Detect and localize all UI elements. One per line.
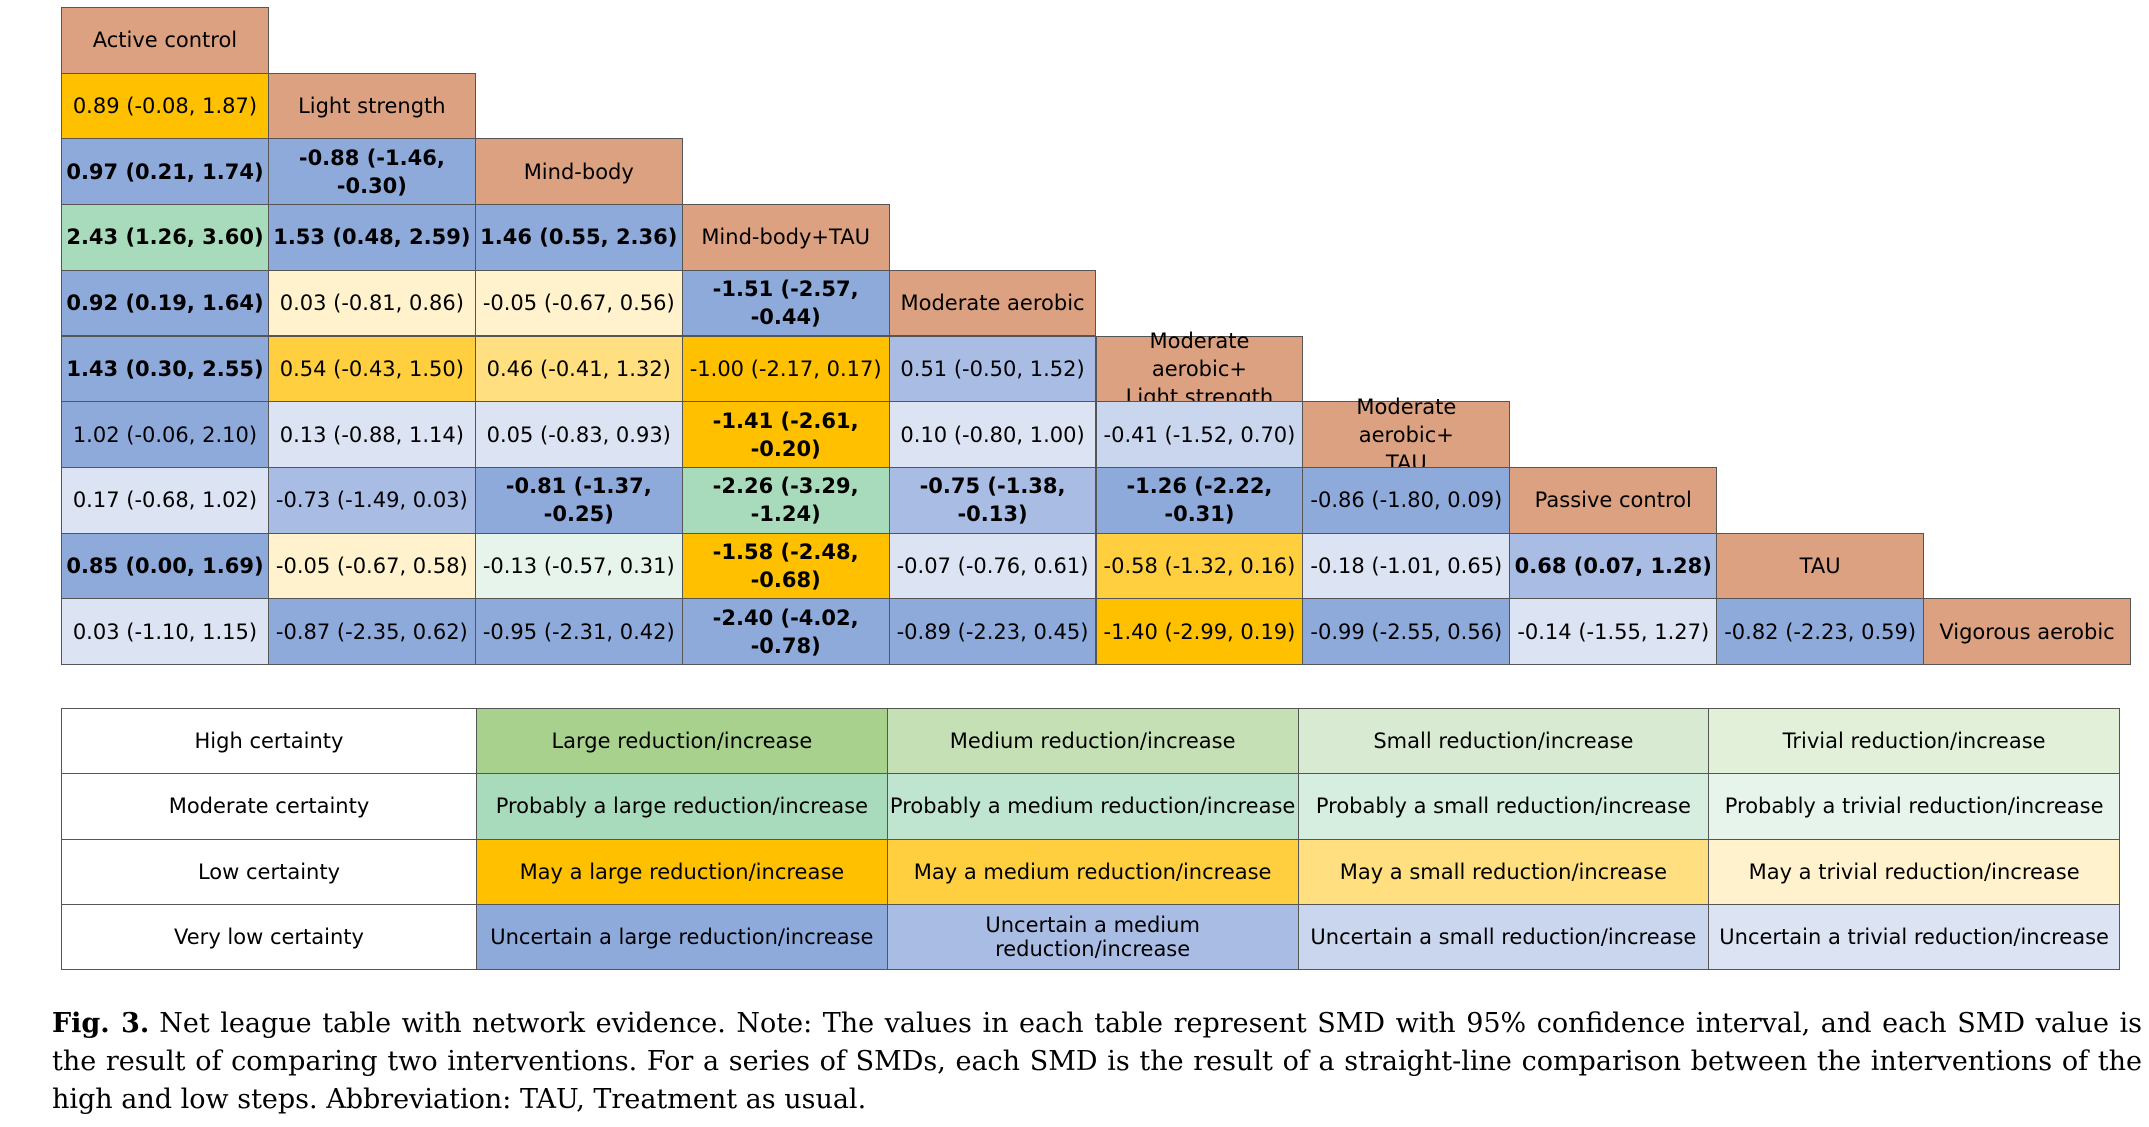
smd-cell: -1.40 (-2.99, 0.19)	[1095, 598, 1304, 665]
smd-cell: -0.89 (-2.23, 0.45)	[888, 598, 1097, 665]
smd-cell: 0.89 (-0.08, 1.87)	[61, 72, 269, 140]
treatment-header: Mind-body	[474, 138, 683, 206]
smd-cell: -0.41 (-1.52, 0.70)	[1095, 401, 1304, 468]
certainty-label: Low certainty	[61, 838, 477, 905]
treatment-header: Moderate aerobic+ Light strength	[1095, 329, 1304, 409]
treatment-header: TAU	[1716, 532, 1925, 600]
smd-cell: 0.92 (0.19, 1.64)	[61, 269, 269, 337]
figure-label: Fig. 3.	[52, 1008, 150, 1039]
smd-cell: 0.85 (0.00, 1.69)	[61, 532, 269, 600]
treatment-header: Passive control	[1509, 466, 1718, 534]
certainty-label: Moderate certainty	[61, 773, 477, 840]
legend-cell: Probably a large reduction/increase	[476, 773, 888, 840]
smd-cell: -0.18 (-1.01, 0.65)	[1302, 532, 1511, 600]
legend-cell: May a large reduction/increase	[476, 838, 888, 905]
legend-cell: Uncertain a small reduction/increase	[1297, 903, 1710, 971]
smd-cell: -1.00 (-2.17, 0.17)	[681, 335, 890, 403]
smd-cell: 2.43 (1.26, 3.60)	[61, 204, 269, 271]
legend-cell: Uncertain a trivial reduction/increase	[1708, 903, 2120, 971]
legend-cell: Large reduction/increase	[476, 707, 888, 775]
league-table: Active control Light strength 0.89 (-0.08,…	[61, 7, 2131, 670]
smd-cell: 0.03 (-1.10, 1.15)	[61, 598, 269, 665]
smd-cell: -0.05 (-0.67, 0.56)	[474, 269, 683, 337]
smd-cell: 1.43 (0.30, 2.55)	[61, 335, 269, 403]
smd-cell: 0.13 (-0.88, 1.14)	[267, 401, 476, 468]
certainty-legend-table: High certainty Large reduction/increase Me…	[61, 707, 2120, 971]
legend-cell: Trivial reduction/increase	[1708, 707, 2120, 775]
treatment-header: Active control	[61, 7, 269, 74]
smd-cell: 0.10 (-0.80, 1.00)	[888, 401, 1097, 468]
smd-cell: 0.97 (0.21, 1.74)	[61, 138, 269, 206]
smd-cell: -0.86 (-1.80, 0.09)	[1302, 466, 1511, 534]
smd-cell: 0.03 (-0.81, 0.86)	[267, 269, 476, 337]
legend-row: Moderate certainty Probably a large reduc…	[61, 773, 2120, 840]
legend-cell: Probably a medium reduction/increase	[886, 773, 1299, 840]
caption-text: Net league table with network evidence. …	[52, 1008, 2142, 1115]
certainty-label: Very low certainty	[61, 903, 477, 971]
legend-cell: Uncertain a medium reduction/increase	[886, 903, 1299, 971]
legend-cell: May a small reduction/increase	[1297, 838, 1710, 905]
legend-cell: Probably a small reduction/increase	[1297, 773, 1710, 840]
smd-cell: -0.14 (-1.55, 1.27)	[1509, 598, 1718, 665]
smd-cell: -1.51 (-2.57, -0.44)	[681, 269, 890, 337]
smd-cell: 0.54 (-0.43, 1.50)	[267, 335, 476, 403]
treatment-header: Vigorous aerobic	[1923, 598, 2131, 665]
legend-cell: Probably a trivial reduction/increase	[1708, 773, 2120, 840]
smd-cell: -0.87 (-2.35, 0.62)	[267, 598, 476, 665]
smd-cell: -0.05 (-0.67, 0.58)	[267, 532, 476, 600]
smd-cell: 1.53 (0.48, 2.59)	[267, 204, 476, 271]
smd-cell: -0.13 (-0.57, 0.31)	[474, 532, 683, 600]
treatment-header: Moderate aerobic	[888, 269, 1097, 337]
smd-cell: -2.26 (-3.29, -1.24)	[681, 466, 890, 534]
smd-cell: -0.58 (-1.32, 0.16)	[1095, 532, 1304, 600]
legend-row: Low certainty May a large reduction/incre…	[61, 838, 2120, 905]
treatment-header: Moderate aerobic+ TAU	[1302, 395, 1511, 475]
smd-cell: -0.73 (-1.49, 0.03)	[267, 466, 476, 534]
smd-cell: -1.58 (-2.48, -0.68)	[681, 532, 890, 600]
smd-cell: -0.75 (-1.38, -0.13)	[888, 466, 1097, 534]
certainty-label: High certainty	[61, 707, 477, 775]
legend-cell: Medium reduction/increase	[886, 707, 1299, 775]
smd-cell: -0.07 (-0.76, 0.61)	[888, 532, 1097, 600]
treatment-header: Light strength	[267, 72, 476, 140]
legend-row: High certainty Large reduction/increase Me…	[61, 707, 2120, 775]
smd-cell: 0.17 (-0.68, 1.02)	[61, 466, 269, 534]
legend-cell: Uncertain a large reduction/increase	[476, 903, 888, 971]
smd-cell: 0.68 (0.07, 1.28)	[1509, 532, 1718, 600]
smd-cell: 0.05 (-0.83, 0.93)	[474, 401, 683, 468]
smd-cell: -0.99 (-2.55, 0.56)	[1302, 598, 1511, 665]
smd-cell: -2.40 (-4.02, -0.78)	[681, 598, 890, 665]
smd-cell: -1.41 (-2.61, -0.20)	[681, 401, 890, 468]
smd-cell: 0.51 (-0.50, 1.52)	[888, 335, 1097, 403]
legend-cell: Small reduction/increase	[1297, 707, 1710, 775]
smd-cell: 1.02 (-0.06, 2.10)	[61, 401, 269, 468]
legend-cell: May a trivial reduction/increase	[1708, 838, 2120, 905]
legend-cell: May a medium reduction/increase	[886, 838, 1299, 905]
smd-cell: -0.88 (-1.46, -0.30)	[267, 138, 476, 206]
smd-cell: -1.26 (-2.22, -0.31)	[1095, 466, 1304, 534]
legend-row: Very low certainty Uncertain a large redu…	[61, 903, 2120, 971]
smd-cell: 0.46 (-0.41, 1.32)	[474, 335, 683, 403]
smd-cell: -0.81 (-1.37, -0.25)	[474, 466, 683, 534]
smd-cell: -0.82 (-2.23, 0.59)	[1716, 598, 1925, 665]
treatment-header: Mind-body+TAU	[681, 204, 890, 271]
smd-cell: 1.46 (0.55, 2.36)	[474, 204, 683, 271]
figure-caption: Fig. 3. Net league table with network evi…	[52, 1005, 2142, 1119]
smd-cell: -0.95 (-2.31, 0.42)	[474, 598, 683, 665]
